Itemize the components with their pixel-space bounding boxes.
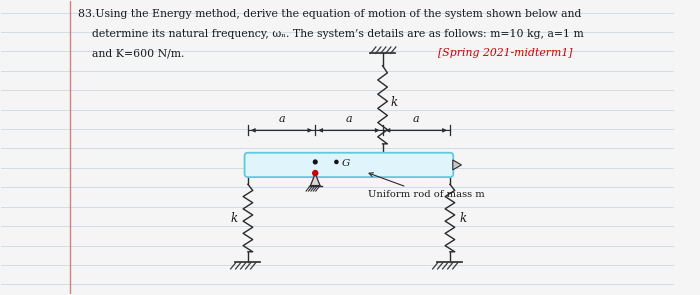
Text: a: a bbox=[413, 114, 419, 124]
Circle shape bbox=[335, 160, 338, 163]
Text: a: a bbox=[279, 114, 285, 124]
Polygon shape bbox=[453, 160, 461, 170]
Text: and K=600 N/m.: and K=600 N/m. bbox=[78, 48, 184, 58]
Text: determine its natural frequency, ωₙ. The system’s details are as follows: m=10 k: determine its natural frequency, ωₙ. The… bbox=[78, 29, 583, 39]
Text: k: k bbox=[391, 96, 398, 109]
Text: k: k bbox=[460, 212, 467, 224]
Text: [Spring 2021-midterm1]: [Spring 2021-midterm1] bbox=[438, 48, 573, 58]
Text: 83.Using the Energy method, derive the equation of motion of the system shown be: 83.Using the Energy method, derive the e… bbox=[78, 9, 581, 19]
Text: Uniform rod of mass m: Uniform rod of mass m bbox=[368, 173, 485, 199]
Circle shape bbox=[314, 160, 317, 164]
Text: k: k bbox=[231, 212, 238, 224]
Circle shape bbox=[313, 171, 318, 176]
FancyBboxPatch shape bbox=[244, 153, 454, 177]
Text: G: G bbox=[342, 159, 350, 168]
Text: a: a bbox=[346, 114, 352, 124]
Polygon shape bbox=[310, 174, 320, 186]
